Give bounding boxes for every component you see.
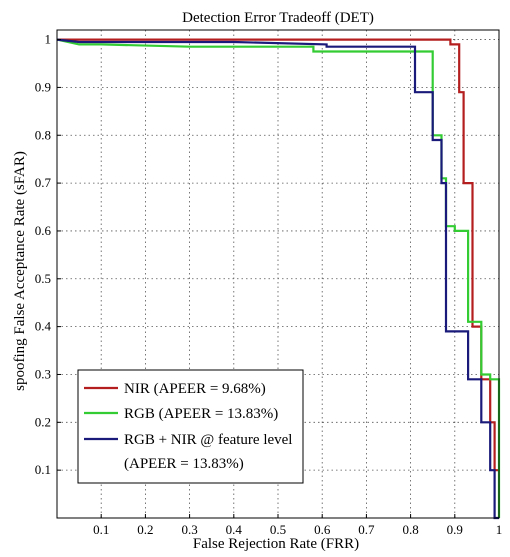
x-tick-label: 0.7 bbox=[358, 522, 375, 537]
y-tick-label: 0.9 bbox=[35, 79, 51, 94]
y-tick-label: 0.3 bbox=[35, 366, 51, 381]
x-tick-label: 0.6 bbox=[314, 522, 331, 537]
y-tick-label: 0.2 bbox=[35, 414, 51, 429]
chart-title: Detection Error Tradeoff (DET) bbox=[182, 10, 374, 26]
series-line-rgb-nir bbox=[56, 38, 499, 520]
x-tick-label: 0.9 bbox=[447, 522, 463, 537]
x-tick-label: 0.4 bbox=[226, 522, 243, 537]
series-layer bbox=[56, 38, 501, 520]
x-tick-label: 0.5 bbox=[270, 522, 286, 537]
y-tick-label: 1 bbox=[45, 32, 52, 47]
y-tick-label: 0.4 bbox=[35, 319, 52, 334]
x-axis-label: False Rejection Rate (FRR) bbox=[193, 536, 359, 552]
legend-label-rgb-nir: RGB + NIR @ feature level bbox=[124, 432, 292, 448]
legend-label-rgb: RGB (APEER = 13.83%) bbox=[124, 406, 278, 422]
x-tick-label: 0.1 bbox=[93, 522, 109, 537]
y-axis-label: spoofing False Acceptance Rate (sFAR) bbox=[12, 151, 28, 391]
y-tick-label: 0.6 bbox=[35, 223, 52, 238]
legend-label-nir: NIR (APEER = 9.68%) bbox=[124, 381, 266, 397]
x-tick-label: 0.2 bbox=[137, 522, 153, 537]
y-tick-label: 0.5 bbox=[35, 271, 51, 286]
x-tick-label: 0.3 bbox=[181, 522, 197, 537]
x-tick-label: 1 bbox=[496, 522, 503, 537]
series-line-nir bbox=[57, 38, 499, 472]
tick-layer: 0.1 0.2 0.3 0.4 0.5 0.6 0.7 0.8 0.9 1 0.1 0.2 0.3 0.4… bbox=[35, 32, 503, 537]
x-tick-label: 0.8 bbox=[402, 522, 418, 537]
y-tick-label: 0.8 bbox=[35, 127, 51, 142]
y-tick-label: 0.7 bbox=[35, 175, 52, 190]
y-tick-label: 0.1 bbox=[35, 462, 51, 477]
legend-label-rgb-nir-cont: (APEER = 13.83%) bbox=[124, 456, 244, 472]
legend: NIR (APEER = 9.68%) RGB (APEER = 13.83%)… bbox=[77, 369, 304, 484]
